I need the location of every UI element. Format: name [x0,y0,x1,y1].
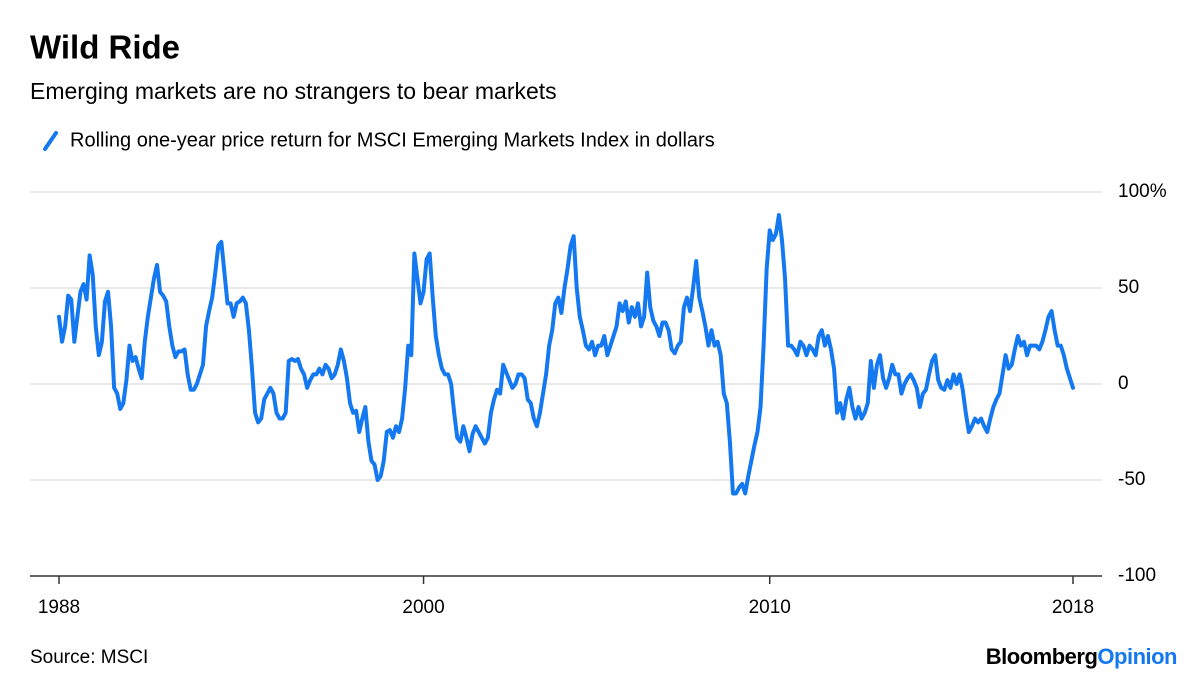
chart-title: Wild Ride [30,29,180,66]
x-tick-label: 1988 [38,597,80,618]
x-tick-label: 2018 [1052,597,1094,618]
brand-logo-main: Bloomberg [986,644,1098,669]
x-tick-label: 2010 [749,597,791,618]
legend-label: Rolling one-year price return for MSCI E… [70,129,715,151]
y-tick-label: 50 [1118,277,1139,298]
y-tick-label: -100 [1118,565,1156,586]
legend-swatch [43,131,58,151]
source-note: Source: MSCI [30,647,148,668]
y-tick-label: -50 [1118,469,1145,490]
x-tick-label: 2000 [402,597,444,618]
y-tick-label: 100% [1118,181,1167,202]
data-line [57,213,1075,496]
brand-logo: BloombergOpinion [986,644,1177,669]
brand-logo-accent: Opinion [1097,644,1177,669]
y-tick-label: 0 [1118,373,1129,394]
chart-subtitle: Emerging markets are no strangers to bea… [30,78,557,104]
